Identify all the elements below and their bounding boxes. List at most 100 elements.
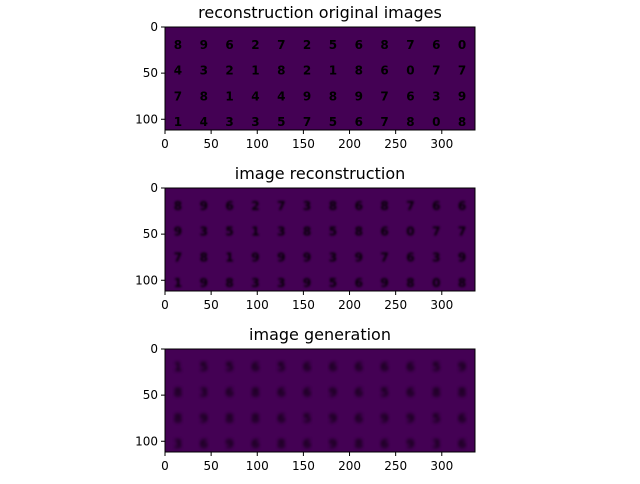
x-tick-label: 250 [384, 459, 407, 473]
digit-glyph: 7 [380, 250, 388, 264]
digit-glyph: 3 [303, 199, 311, 213]
digit-glyph: 3 [432, 250, 440, 264]
digit-glyph: 5 [225, 360, 233, 374]
digit-glyph: 9 [251, 250, 259, 264]
digit-glyph: 6 [432, 199, 440, 213]
digit-glyph: 8 [355, 225, 363, 239]
digit-glyph: 8 [174, 386, 182, 400]
digit-glyph: 8 [406, 276, 414, 290]
digit-glyph: 6 [380, 64, 388, 78]
x-tick-label: 0 [161, 137, 169, 151]
digit-glyph: 4 [277, 89, 285, 103]
y-tick-label: 0 [150, 342, 158, 356]
digit-glyph: 7 [174, 250, 182, 264]
x-tick-label: 150 [292, 137, 315, 151]
digit-glyph: 9 [458, 250, 466, 264]
digit-glyph: 6 [277, 386, 285, 400]
digit-glyph: 7 [458, 225, 466, 239]
digit-glyph: 6 [355, 199, 363, 213]
digit-glyph: 1 [174, 276, 182, 290]
y-tick-label: 50 [143, 66, 158, 80]
digit-glyph: 6 [251, 437, 259, 451]
digit-glyph: 8 [329, 89, 337, 103]
digit-glyph: 7 [406, 38, 414, 52]
digit-glyph: 6 [355, 38, 363, 52]
digit-glyph: 9 [329, 386, 337, 400]
digit-glyph: 9 [380, 276, 388, 290]
x-tick-label: 200 [338, 137, 361, 151]
y-tick-label: 0 [150, 181, 158, 195]
digit-glyph: 7 [174, 89, 182, 103]
digit-glyph: 8 [458, 115, 466, 129]
digit-glyph: 8 [200, 250, 208, 264]
x-tick-label: 250 [384, 298, 407, 312]
digit-glyph: 1 [251, 225, 259, 239]
digit-glyph: 6 [251, 360, 259, 374]
digit-glyph: 6 [200, 437, 208, 451]
x-tick-label: 50 [203, 459, 218, 473]
digit-glyph: 6 [380, 360, 388, 374]
digit-glyph: 9 [303, 250, 311, 264]
digit-glyph: 6 [225, 199, 233, 213]
digit-glyph: 4 [251, 89, 259, 103]
digit-glyph: 3 [432, 89, 440, 103]
y-tick-label: 100 [135, 273, 158, 287]
digit-glyph: 7 [380, 89, 388, 103]
digit-glyph: 7 [432, 64, 440, 78]
digit-glyph: 9 [174, 225, 182, 239]
digit-glyph: 8 [380, 199, 388, 213]
digit-glyph: 9 [200, 38, 208, 52]
digit-glyph: 6 [458, 199, 466, 213]
digit-glyph: 6 [303, 360, 311, 374]
digit-glyph: 9 [200, 199, 208, 213]
digit-glyph: 9 [277, 250, 285, 264]
x-tick-label: 50 [203, 298, 218, 312]
digit-glyph: 9 [380, 411, 388, 425]
axes-frame [164, 26, 476, 131]
digit-glyph: 7 [432, 225, 440, 239]
digit-glyph: 5 [329, 225, 337, 239]
digit-glyph: 5 [277, 115, 285, 129]
digit-glyph: 8 [251, 411, 259, 425]
digit-glyph: 5 [329, 115, 337, 129]
digit-glyph: 9 [406, 437, 414, 451]
digit-glyph: 8 [380, 38, 388, 52]
digit-glyph: 3 [277, 225, 285, 239]
x-tick-label: 200 [338, 459, 361, 473]
digit-glyph: 6 [355, 411, 363, 425]
digit-glyph: 6 [355, 115, 363, 129]
digit-glyph: 8 [458, 386, 466, 400]
digit-glyph: 2 [251, 38, 259, 52]
digit-glyph: 9 [406, 411, 414, 425]
digit-glyph: 6 [225, 38, 233, 52]
digit-glyph: 6 [406, 89, 414, 103]
digit-glyph: 7 [406, 199, 414, 213]
x-tick-label: 100 [246, 298, 269, 312]
x-tick-label: 200 [338, 298, 361, 312]
digit-glyph: 8 [225, 276, 233, 290]
digit-glyph: 7 [380, 115, 388, 129]
digit-glyph: 6 [458, 411, 466, 425]
digit-glyph: 5 [329, 276, 337, 290]
digit-glyph: 3 [200, 225, 208, 239]
digit-glyph: 6 [355, 386, 363, 400]
digit-glyph: 1 [174, 360, 182, 374]
digit-glyph: 6 [458, 437, 466, 451]
digit-glyph: 0 [432, 115, 440, 129]
panel-1: 8 9 6 2 7 2 5 6 8 7 6 0 4 3 2 1 8 2 1 8 6 0 7 7 7 8 1 4 4 9 8 9 7 6 3 9 1 4 3 3… [135, 20, 476, 151]
digit-glyph: 7 [303, 115, 311, 129]
digit-glyph: 2 [303, 38, 311, 52]
digit-glyph: 1 [225, 250, 233, 264]
digit-glyph: 9 [355, 89, 363, 103]
axes-frame [164, 187, 476, 292]
digit-glyph: 2 [251, 199, 259, 213]
panel-2: 8 9 6 2 7 3 8 6 8 7 6 69 3 5 1 3 8 5 8 6 0 7 77 8 1 9 9 9 3 9 7 6 3 91 9 8 3… [135, 181, 476, 312]
x-tick-label: 150 [292, 459, 315, 473]
digit-glyph: 5 [200, 360, 208, 374]
digit-glyph: 8 [251, 386, 259, 400]
digit-glyph: 6 [303, 386, 311, 400]
axes-frame [164, 348, 476, 453]
digit-glyph: 5 [225, 225, 233, 239]
digit-glyph: 6 [406, 250, 414, 264]
panel-title: reconstruction original images [198, 3, 442, 22]
